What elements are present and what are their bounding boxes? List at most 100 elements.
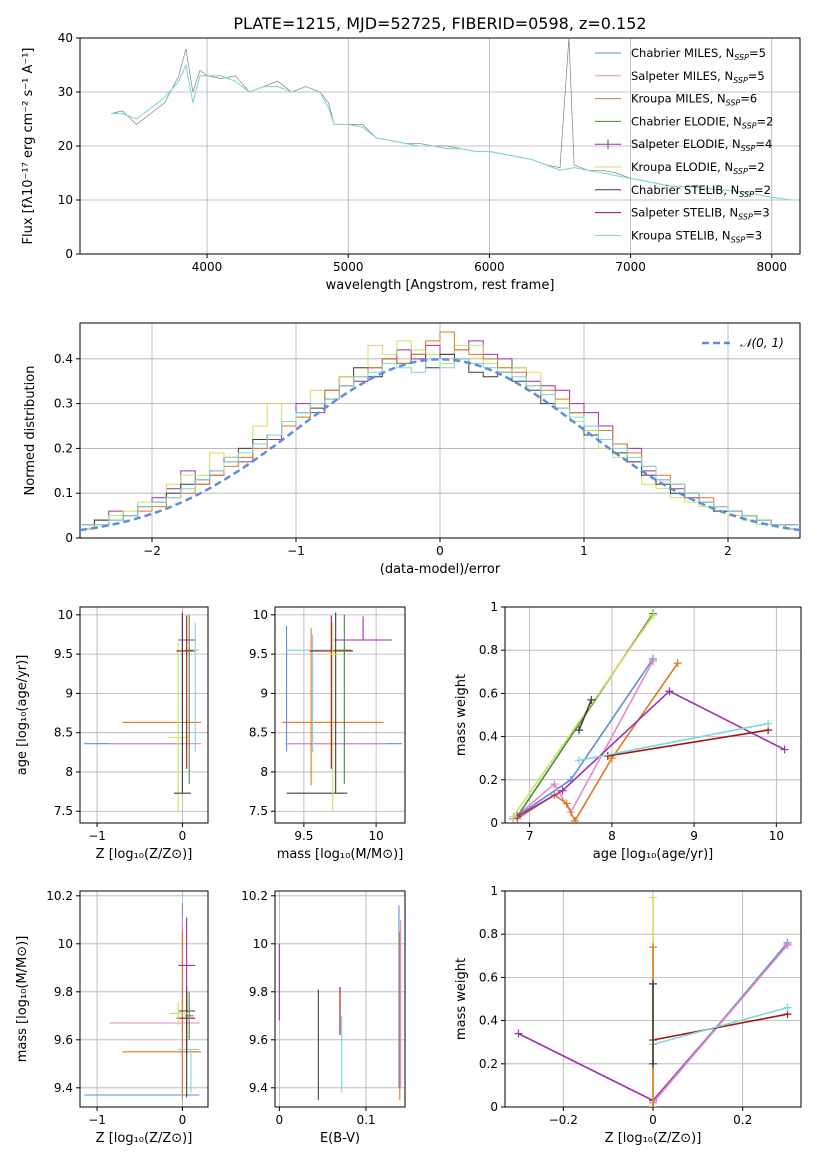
weight-marker xyxy=(649,893,657,902)
x-tick-label: 7 xyxy=(526,829,534,843)
x-tick-label: 4000 xyxy=(192,260,223,274)
legend-subscript: SSP xyxy=(734,53,749,62)
weight-marker xyxy=(673,659,682,668)
y-tick-label: 9.4 xyxy=(249,1081,268,1095)
weight-lines xyxy=(514,893,792,1107)
figure-title: PLATE=1215, MJD=52725, FIBERID=0598, z=0… xyxy=(233,14,646,33)
weight-marker xyxy=(764,719,773,728)
weight-line xyxy=(512,615,654,817)
errorbars xyxy=(278,905,402,1100)
weight-marker xyxy=(649,1103,657,1107)
y-tick-label: 0 xyxy=(65,247,73,261)
y-axis-label: Normed distribution xyxy=(23,366,38,496)
legend-value: =5 xyxy=(749,46,766,60)
x-axis-label: (data-model)/error xyxy=(380,562,501,577)
weight-lines xyxy=(509,609,789,823)
axes-frame xyxy=(274,890,406,1108)
legend-text: Salpeter STELIB, N xyxy=(631,206,738,220)
x-axis-label: wavelength [Angstrom, rest frame] xyxy=(326,278,555,293)
x-tick-label: −2 xyxy=(143,544,161,558)
x-axis-label: Z [log₁₀(Z/Z⊙)] xyxy=(96,847,193,862)
y-tick-label: 0 xyxy=(490,1100,498,1114)
x-tick-label: −1 xyxy=(287,544,305,558)
legend-subscript: SSP xyxy=(741,144,756,153)
y-tick-label: 9.8 xyxy=(54,985,73,999)
x-tick-label: 0.2 xyxy=(733,1113,752,1127)
weight-marker xyxy=(649,979,657,988)
x-tick-label: 0 xyxy=(179,1113,187,1127)
legend-text: Kroupa ELODIE, N xyxy=(631,160,733,174)
weight-line xyxy=(607,729,769,757)
y-tick-label: 9 xyxy=(260,686,268,700)
y-axis-label: age [log₁₀(age/yr)] xyxy=(15,655,30,776)
y-tick-label: 0.4 xyxy=(479,1014,498,1028)
x-axis-label: Z [log₁₀(Z/Z⊙)] xyxy=(96,1131,193,1146)
weight-marker xyxy=(514,1029,523,1038)
x-axis-label: age [log₁₀(age/yr)] xyxy=(593,847,714,862)
weight-marker xyxy=(587,695,596,704)
y-tick-label: 30 xyxy=(58,85,73,99)
weight-marker xyxy=(780,745,789,754)
y-tick-label: 10 xyxy=(253,937,268,951)
x-tick-label: 9.5 xyxy=(294,829,313,843)
x-tick-label: 5000 xyxy=(333,260,364,274)
legend-label: Salpeter STELIB, NSSP=3 xyxy=(631,206,770,222)
weight-line xyxy=(512,660,654,820)
legend-label: Chabrier STELIB, NSSP=2 xyxy=(631,183,771,199)
age-vs-metallicity-axes: −1 0 7.5 8 8.5 9 9.5 10 Z [log₁₀(Z/Z⊙)] age [log₁… xyxy=(15,606,209,862)
x-tick-label: 0 xyxy=(436,544,444,558)
axes-frame xyxy=(79,890,209,1108)
x-tick-label: 7000 xyxy=(615,260,646,274)
errorbars xyxy=(84,612,202,813)
weight-line xyxy=(516,662,679,823)
spectrum-axes: 4000 5000 6000 7000 8000 0 10 20 30 40 wavelength … xyxy=(21,31,801,293)
y-tick-label: 10 xyxy=(253,608,268,622)
weight-line xyxy=(652,1006,788,1046)
legend-text: Salpeter ELODIE, N xyxy=(631,137,741,151)
legend-label: Kroupa STELIB, NSSP=3 xyxy=(631,228,762,244)
y-tick-label: 9.5 xyxy=(54,647,73,661)
weight-marker xyxy=(649,1059,657,1068)
y-tick-label: 40 xyxy=(58,31,73,45)
x-axis-label: E(B-V) xyxy=(320,1131,360,1146)
weight-marker xyxy=(783,941,792,949)
y-tick-label: 7.5 xyxy=(249,804,268,818)
y-tick-label: 10 xyxy=(58,193,73,207)
legend-subscript: SSP xyxy=(738,213,753,222)
y-axis-label: mass weight xyxy=(454,674,469,756)
legend-value: =3 xyxy=(753,206,770,220)
y-tick-label: 20 xyxy=(58,139,73,153)
y-tick-label: 0.3 xyxy=(54,397,73,411)
errorbars xyxy=(282,612,403,812)
histogram-step xyxy=(80,358,800,526)
legend-subscript: SSP xyxy=(726,99,741,108)
y-axis-label: mass [log₁₀(M/M⊙)] xyxy=(15,936,30,1063)
legend-subscript: SSP xyxy=(742,121,757,130)
y-tick-label: 9.6 xyxy=(249,1033,268,1047)
spectrum-lines xyxy=(111,38,793,201)
weight-vs-age-axes: 7 8 9 10 0 0.2 0.4 0.6 0.8 1 age [log₁₀(age/yr)] ma… xyxy=(454,600,802,862)
weight-line xyxy=(512,658,654,820)
legend-label: Salpeter MILES, NSSP=5 xyxy=(631,69,765,85)
legend-subscript: SSP xyxy=(731,235,746,244)
y-tick-label: 10 xyxy=(58,608,73,622)
y-tick-label: 1 xyxy=(490,600,498,614)
y-tick-label: 9.5 xyxy=(249,647,268,661)
y-tick-label: 0.8 xyxy=(479,927,498,941)
y-tick-label: 0.4 xyxy=(479,730,498,744)
legend-value: =5 xyxy=(748,69,765,83)
weight-marker xyxy=(649,943,657,952)
x-tick-label: 8 xyxy=(608,829,616,843)
weight-marker xyxy=(649,657,657,665)
legend-text: Chabrier MILES, N xyxy=(631,46,734,60)
weight-marker xyxy=(665,687,674,696)
data-spectrum-line xyxy=(111,38,688,187)
x-tick-label: 10 xyxy=(368,829,383,843)
legend-value: =2 xyxy=(754,183,771,197)
gaussian-curve xyxy=(80,358,800,532)
legend-subscript: SSP xyxy=(739,190,754,199)
x-tick-label: 0.1 xyxy=(356,1113,375,1127)
weight-marker xyxy=(783,1003,792,1012)
weight-marker xyxy=(558,786,567,795)
legend-value: =3 xyxy=(745,228,762,242)
